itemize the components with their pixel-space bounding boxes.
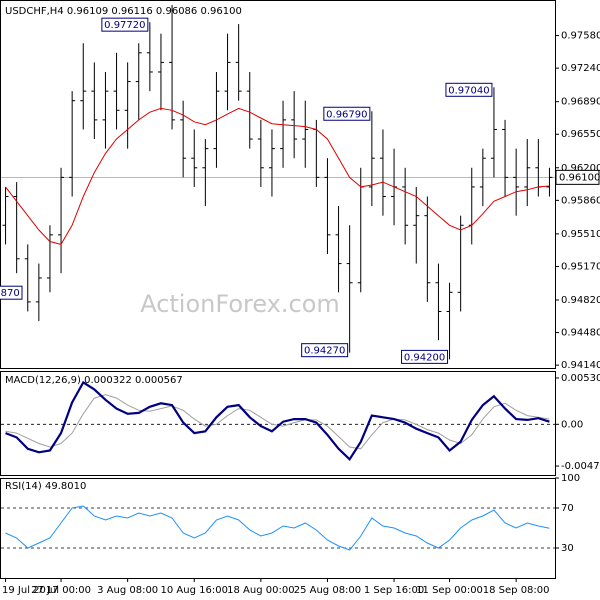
y-tick-label: 0.95510: [561, 229, 600, 240]
annotation-label: 0.94270: [304, 346, 345, 357]
y-tick-label: 0.94140: [561, 360, 600, 371]
y-tick-label: 0.96200: [561, 163, 600, 174]
annotation-box: [301, 343, 349, 358]
rsi-panel: [0, 478, 556, 579]
macd-panel: [0, 371, 556, 476]
annotation-label: 0.97720: [104, 20, 145, 31]
price-title: USDCHF,H4 0.96109 0.96116 0.96086 0.9610…: [5, 6, 242, 17]
x-tick-label: 10 Aug 16:00: [161, 585, 228, 596]
annotation-box: [323, 106, 371, 121]
current-price-label: 0.96100: [559, 172, 600, 183]
macd-line: [5, 394, 550, 450]
x-tick-label: 1 Sep 16:00: [364, 585, 424, 596]
macd-title: MACD(12,26,9) 0.000322 0.000567: [5, 375, 183, 386]
annotation-box: [445, 82, 493, 97]
y-tick-label: 0.005303: [561, 373, 600, 384]
x-tick-label: 27 Jul 00:00: [31, 585, 91, 596]
y-tick-label: 0.96550: [561, 129, 600, 140]
rsi-line: [5, 505, 550, 551]
y-tick-label: 70: [561, 503, 574, 514]
annotation-label: 0.94870: [0, 288, 20, 299]
annotation-label: 0.94200: [404, 352, 445, 363]
x-tick-label: 18 Aug 00:00: [227, 585, 294, 596]
current-price-box: [555, 169, 600, 185]
y-tick-label: 0.97240: [561, 63, 600, 74]
y-tick-label: 30: [561, 543, 574, 554]
rsi-title: RSI(14) 49.8010: [5, 481, 86, 492]
moving-average: [5, 107, 550, 245]
y-tick-label: 100: [561, 473, 580, 484]
annotation-box: [101, 17, 149, 32]
x-tick-label: 11 Sep 00:00: [416, 585, 483, 596]
y-tick-label: 0.96890: [561, 97, 600, 108]
y-tick-label: -0.004777: [561, 461, 600, 472]
y-tick-label: 0.95170: [561, 261, 600, 272]
annotation-label: 0.97040: [448, 85, 489, 96]
y-tick-label: 0.94820: [561, 295, 600, 306]
watermark: ActionForex.com: [140, 290, 340, 318]
x-tick-label: 19 Jul 2017: [2, 585, 59, 596]
y-tick-label: 0.94480: [561, 328, 600, 339]
macd-line: [5, 380, 550, 462]
annotation-box: [0, 285, 23, 300]
y-tick-label: 0.00: [561, 419, 583, 430]
x-tick-label: 18 Sep 08:00: [483, 585, 550, 596]
y-tick-label: 0.97580: [561, 31, 600, 42]
annotation-label: 0.96790: [326, 109, 367, 120]
x-tick-label: 3 Aug 08:00: [97, 585, 158, 596]
y-tick-label: 0.95860: [561, 195, 600, 206]
x-tick-label: 25 Aug 08:00: [294, 585, 361, 596]
annotation-box: [401, 349, 449, 364]
